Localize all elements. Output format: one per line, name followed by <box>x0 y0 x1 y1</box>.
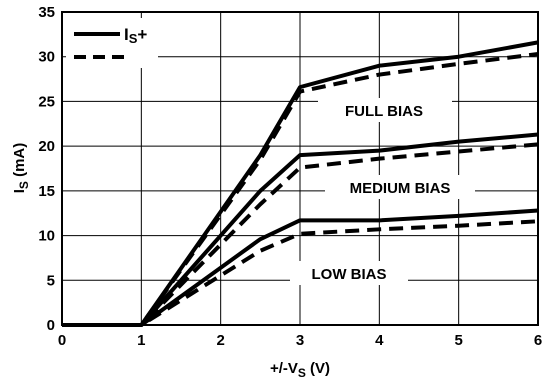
x-tick-label: 6 <box>534 332 542 349</box>
annotation-bg <box>290 261 408 285</box>
x-axis-title: +/-VS (V) <box>270 360 330 380</box>
x-tick-label: 4 <box>375 332 384 349</box>
annotation-medium-bias-text: MEDIUM BIAS <box>350 180 451 197</box>
y-axis-title: IS (mA) <box>11 143 31 194</box>
legend-label-solid: IS+ <box>124 25 147 46</box>
plot-frame <box>61 11 539 326</box>
y-tick-label: 5 <box>47 272 55 289</box>
x-tick-label: 2 <box>216 332 224 349</box>
y-tick-label: 25 <box>38 93 55 110</box>
x-tick-labels: 0 1 2 3 4 5 6 <box>58 332 542 349</box>
y-tick-label: 15 <box>38 183 55 200</box>
annotation-bg <box>318 98 452 122</box>
annotation-medium-bias: MEDIUM BIAS <box>325 175 475 199</box>
legend-box <box>66 18 158 68</box>
y-tick-label: 35 <box>38 4 55 21</box>
y-tick-label: 30 <box>38 49 55 66</box>
annotation-bg <box>325 175 475 199</box>
x-tick-label: 5 <box>454 332 462 349</box>
x-tick-label: 3 <box>296 332 304 349</box>
legend: IS+ <box>66 18 158 68</box>
x-tick-label: 1 <box>137 332 145 349</box>
y-tick-labels: 0 5 10 15 20 25 30 35 <box>38 4 55 334</box>
annotation-low-bias: LOW BIAS <box>290 261 408 285</box>
y-tick-label: 20 <box>38 138 55 155</box>
annotation-full-bias-text: FULL BIAS <box>345 103 423 120</box>
x-tick-label: 0 <box>58 332 66 349</box>
y-tick-label: 0 <box>47 317 55 334</box>
annotation-full-bias: FULL BIAS <box>318 98 452 122</box>
annotation-low-bias-text: LOW BIAS <box>312 266 387 283</box>
y-tick-label: 10 <box>38 228 55 245</box>
